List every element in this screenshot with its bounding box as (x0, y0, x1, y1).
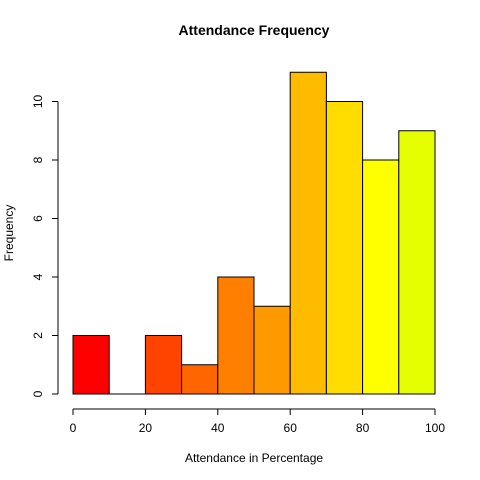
histogram-bar-7 (325, 101, 364, 395)
y-tick-label: 0 (31, 390, 45, 397)
x-tick-label: 80 (356, 421, 370, 435)
y-tick-label: 4 (31, 273, 45, 280)
chart-title: Attendance Frequency (179, 22, 330, 38)
histogram-bar-0 (72, 335, 110, 395)
histogram-bar-2 (144, 335, 183, 395)
histogram-bar-5 (253, 305, 291, 395)
x-axis-label: Attendance in Percentage (185, 451, 323, 465)
bars-group (72, 71, 436, 395)
y-tick-label: 2 (31, 332, 45, 339)
histogram-bar-9 (398, 130, 436, 395)
x-axis: 0 20 40 60 80 100 (70, 408, 445, 435)
histogram-bar-8 (362, 159, 400, 395)
x-tick-label: 60 (284, 421, 298, 435)
x-tick-label: 0 (70, 421, 77, 435)
y-axis-label: Frequency (2, 205, 16, 262)
y-tick-label: 6 (31, 215, 45, 222)
y-tick-label: 10 (31, 95, 45, 109)
histogram-bar-3 (181, 364, 219, 395)
histogram-bar-4 (217, 276, 255, 395)
x-tick-label: 20 (139, 421, 153, 435)
histogram-bar-6 (289, 71, 327, 395)
y-axis: 0 2 4 6 8 10 (31, 95, 59, 397)
x-tick-label: 100 (425, 421, 445, 435)
y-tick-label: 8 (31, 156, 45, 163)
x-tick-label: 40 (211, 421, 225, 435)
